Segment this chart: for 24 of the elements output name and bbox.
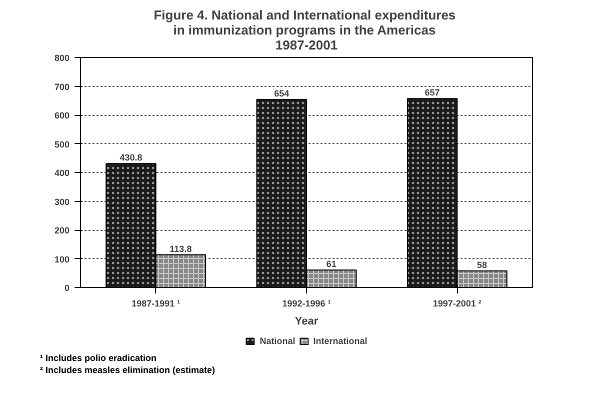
data-label: 654 [274,88,290,98]
y-tick-label: 0 [64,283,70,293]
data-label: 657 [424,88,440,98]
y-tick-label: 200 [54,226,70,236]
x-axis-title: Year [294,316,319,328]
y-tick-label: 700 [54,82,70,92]
text: ² Includes measles elimination (estimate) [40,364,216,376]
chart-title: Figure 4. National and International expenditures in immunization programs in the Americas 1987-2001 [154,8,456,52]
data-label: 61 [326,258,336,269]
y-tick-label: 100 [54,254,70,264]
x-tick-label: 1987-1991 ¹ [132,298,180,308]
text: ¹ Includes polio eradication [40,352,158,364]
x-tick-label: 1997-2001 ² [432,298,482,308]
data-label: 113.8 [170,244,192,254]
x-tick-label: 1992-1996 ¹ [282,298,331,308]
legend-label: National [260,336,296,346]
y-tick-label: 300 [54,196,70,207]
data-label: 58 [477,260,488,270]
y-tick-label: 800 [54,53,70,63]
y-tick-label: 400 [54,168,70,178]
y-tick-label: 600 [54,110,70,120]
legend-label: International [313,336,368,346]
y-tick-label: 500 [54,139,70,150]
data-label: 430.8 [120,152,142,163]
